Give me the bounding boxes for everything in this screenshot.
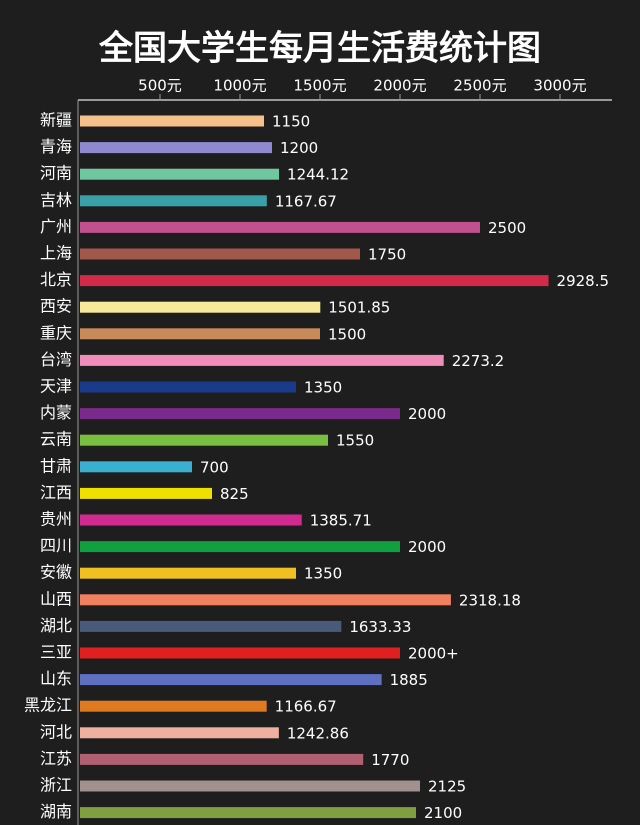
value-label: 1750 <box>368 246 406 264</box>
value-label: 1166.67 <box>275 698 337 716</box>
bar <box>80 674 382 686</box>
y-tick-label: 江苏 <box>40 749 72 768</box>
x-tick-label: 1500元 <box>293 77 346 95</box>
x-tick-label: 2000元 <box>373 77 426 95</box>
bar <box>80 195 267 207</box>
bar <box>80 168 280 180</box>
value-label: 1633.33 <box>349 618 411 636</box>
bar <box>80 142 272 154</box>
bar <box>80 275 549 287</box>
bar <box>80 753 364 765</box>
y-tick-label: 云南 <box>40 430 72 449</box>
bar <box>80 434 328 446</box>
y-tick-label: 青海 <box>40 137 72 156</box>
y-tick-label: 重庆 <box>40 323 72 342</box>
x-tick-label: 1000元 <box>213 77 266 95</box>
bar <box>80 780 420 792</box>
bar <box>80 301 321 313</box>
y-tick-label: 广州 <box>40 217 72 236</box>
value-label: 2000 <box>408 405 446 423</box>
y-tick-label: 台湾 <box>40 350 72 369</box>
y-tick-label: 河南 <box>40 164 72 183</box>
value-label: 1501.85 <box>328 299 390 317</box>
bar <box>80 354 444 366</box>
y-tick-label: 天津 <box>40 377 72 396</box>
bar <box>80 620 342 632</box>
y-tick-label: 贵州 <box>40 510 72 529</box>
value-label: 2000+ <box>408 645 459 663</box>
bar <box>80 408 400 420</box>
value-label: 2100 <box>424 804 462 822</box>
y-tick-label: 三亚 <box>40 643 72 662</box>
value-label: 1550 <box>336 432 374 450</box>
value-label: 825 <box>220 485 249 503</box>
value-label: 1500 <box>328 325 366 343</box>
bar <box>80 381 296 393</box>
y-tick-label: 江西 <box>40 483 72 502</box>
value-label: 1770 <box>371 751 409 769</box>
value-label: 1200 <box>280 139 318 157</box>
bar <box>80 541 400 553</box>
value-label: 2318.18 <box>459 591 521 609</box>
bar <box>80 807 416 819</box>
value-label: 1350 <box>304 379 342 397</box>
value-label: 2500 <box>488 219 526 237</box>
bar <box>80 115 264 127</box>
x-tick-label: 2500元 <box>453 77 506 95</box>
value-label: 700 <box>200 458 229 476</box>
bar <box>80 487 212 499</box>
x-tick-label: 3000元 <box>533 77 586 95</box>
bar <box>80 647 400 659</box>
y-tick-label: 浙江 <box>40 776 72 795</box>
bar <box>80 461 192 473</box>
y-tick-label: 山东 <box>40 669 72 688</box>
chart-title: 全国大学生每月生活费统计图 <box>98 29 541 69</box>
value-label: 1150 <box>272 113 310 131</box>
bar <box>80 567 296 579</box>
value-label: 2928.5 <box>557 272 610 290</box>
y-tick-label: 四川 <box>40 536 72 555</box>
bar <box>80 248 360 260</box>
y-tick-label: 湖南 <box>40 802 72 821</box>
value-label: 2273.2 <box>452 352 505 370</box>
y-tick-label: 内蒙 <box>40 403 72 422</box>
y-tick-label: 山西 <box>40 589 72 608</box>
value-label: 1350 <box>304 565 342 583</box>
y-tick-label: 吉林 <box>40 190 72 209</box>
value-label: 2000 <box>408 538 446 556</box>
value-label: 1242.86 <box>287 724 349 742</box>
bar <box>80 700 267 712</box>
bar <box>80 727 279 739</box>
y-tick-label: 安徽 <box>40 563 72 582</box>
value-label: 1244.12 <box>287 166 349 184</box>
value-label: 2125 <box>428 778 466 796</box>
x-tick-label: 500元 <box>138 77 182 95</box>
y-tick-label: 北京 <box>40 270 72 289</box>
y-tick-label: 新疆 <box>40 111 72 130</box>
bar <box>80 514 302 526</box>
y-tick-label: 黑龙江 <box>24 696 72 715</box>
bar <box>80 328 320 340</box>
value-label: 1167.67 <box>275 192 337 210</box>
y-tick-label: 西安 <box>40 297 72 316</box>
y-tick-label: 河北 <box>40 722 72 741</box>
value-label: 1385.71 <box>310 512 372 530</box>
bar <box>80 594 451 606</box>
y-tick-label: 湖北 <box>40 616 72 635</box>
bar <box>80 221 480 233</box>
value-label: 1885 <box>390 671 428 689</box>
y-tick-label: 甘肃 <box>40 456 72 475</box>
y-tick-label: 上海 <box>40 244 72 263</box>
